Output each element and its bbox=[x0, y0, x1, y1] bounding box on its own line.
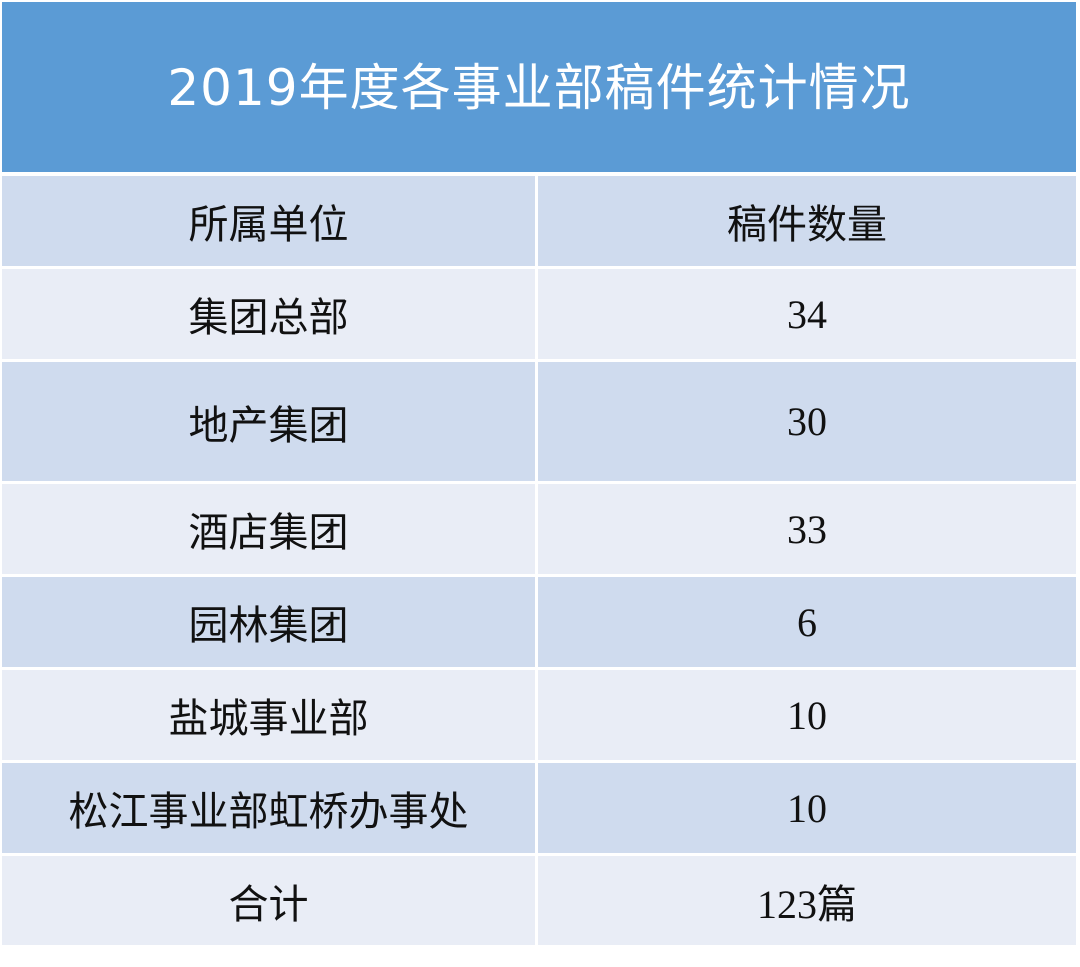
count-cell: 6 bbox=[538, 577, 1076, 670]
column-header-count: 稿件数量 bbox=[538, 176, 1076, 269]
total-row: 合计 123篇 bbox=[2, 856, 1076, 948]
table-header-row: 所属单位 稿件数量 bbox=[2, 176, 1076, 269]
total-count: 123篇 bbox=[538, 856, 1076, 948]
stats-table: 所属单位 稿件数量 集团总部 34 地产集团 30 酒店集团 33 园林集团 6 bbox=[2, 176, 1076, 948]
count-cell: 30 bbox=[538, 362, 1076, 484]
table-row: 集团总部 34 bbox=[2, 269, 1076, 362]
total-count-value: 123 bbox=[757, 881, 817, 927]
unit-cell: 盐城事业部 bbox=[2, 670, 538, 763]
unit-cell: 园林集团 bbox=[2, 577, 538, 670]
table-row: 园林集团 6 bbox=[2, 577, 1076, 670]
table-title: 2019年度各事业部稿件统计情况 bbox=[167, 59, 911, 117]
column-header-unit: 所属单位 bbox=[2, 176, 538, 269]
table-row: 地产集团 30 bbox=[2, 362, 1076, 484]
unit-cell: 酒店集团 bbox=[2, 484, 538, 577]
total-count-suffix: 篇 bbox=[817, 881, 857, 928]
unit-cell: 集团总部 bbox=[2, 269, 538, 362]
table-row: 松江事业部虹桥办事处 10 bbox=[2, 763, 1076, 856]
count-cell: 34 bbox=[538, 269, 1076, 362]
count-cell: 10 bbox=[538, 763, 1076, 856]
table-row: 盐城事业部 10 bbox=[2, 670, 1076, 763]
count-cell: 10 bbox=[538, 670, 1076, 763]
count-cell: 33 bbox=[538, 484, 1076, 577]
table-row: 酒店集团 33 bbox=[2, 484, 1076, 577]
unit-cell: 松江事业部虹桥办事处 bbox=[2, 763, 538, 856]
unit-cell: 地产集团 bbox=[2, 362, 538, 484]
total-label: 合计 bbox=[2, 856, 538, 948]
title-banner: 2019年度各事业部稿件统计情况 bbox=[2, 2, 1076, 172]
